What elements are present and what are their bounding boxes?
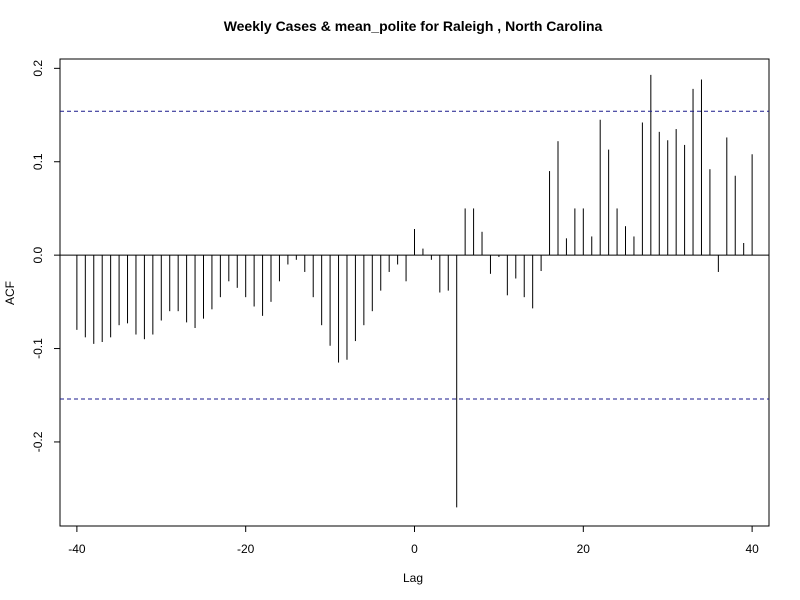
y-tick-label: 0.1	[31, 153, 45, 170]
x-tick-label: 0	[411, 542, 418, 556]
chart-title: Weekly Cases & mean_polite for Raleigh ,…	[224, 18, 603, 34]
x-tick-label: -20	[237, 542, 255, 556]
y-tick-label: 0.2	[31, 60, 45, 77]
x-axis: -40 -20 0 20 40	[68, 526, 759, 556]
acf-bars	[76, 74, 753, 508]
y-axis: -0.2 -0.1 0.0 0.1 0.2	[31, 60, 60, 452]
y-axis-label: ACF	[3, 281, 17, 305]
y-tick-label: -0.2	[31, 431, 45, 452]
y-tick-label: -0.1	[31, 338, 45, 359]
y-tick-label: 0.0	[31, 246, 45, 263]
x-axis-label: Lag	[403, 571, 423, 585]
plot-area-frame	[59, 58, 770, 527]
x-tick-label: -40	[68, 542, 86, 556]
x-tick-label: 20	[577, 542, 591, 556]
x-tick-label: 40	[745, 542, 759, 556]
reference-lines	[60, 110, 769, 400]
